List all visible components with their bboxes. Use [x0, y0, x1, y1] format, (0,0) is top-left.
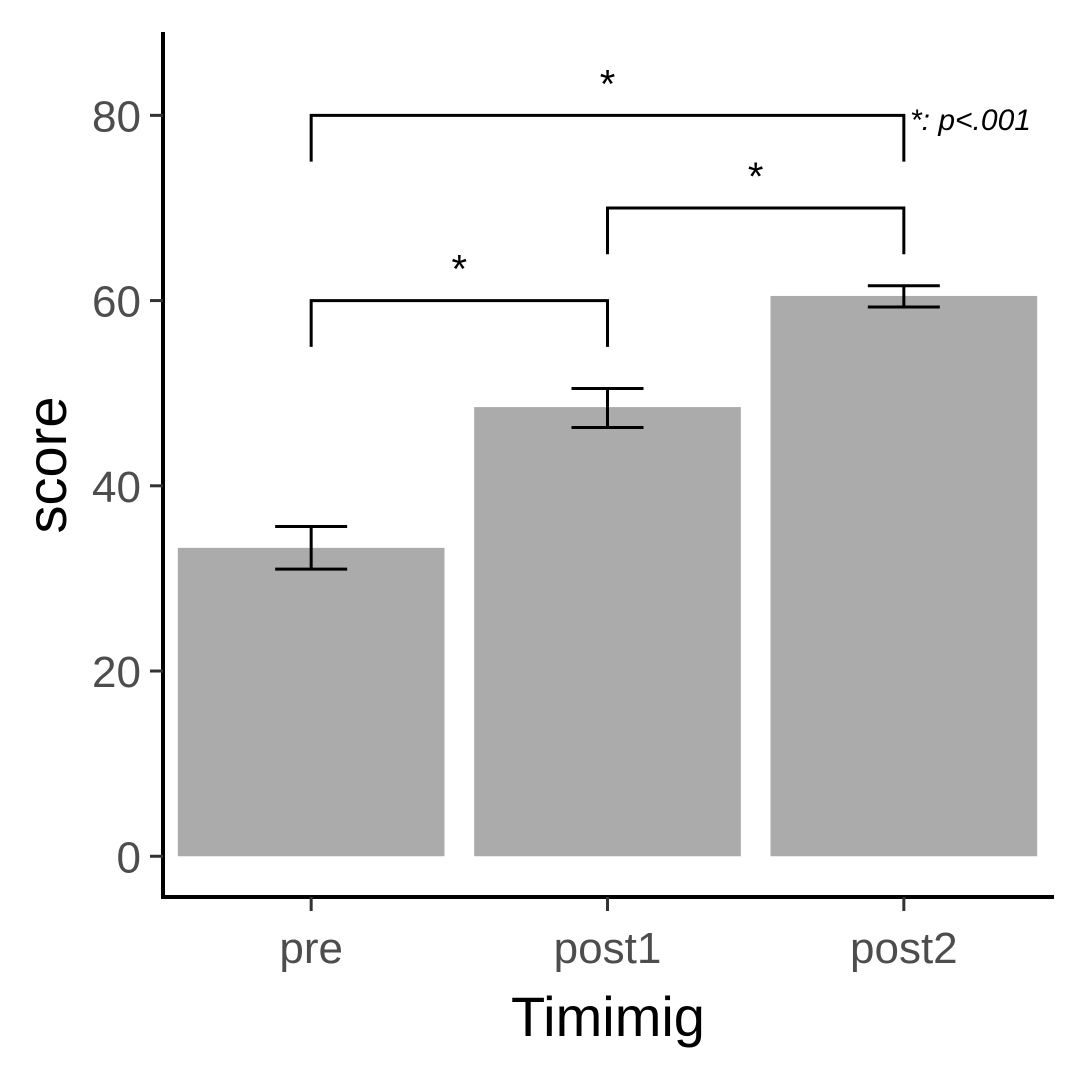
x-tick-label: pre — [279, 924, 343, 973]
x-tick-label: post1 — [554, 924, 662, 973]
bracket-pre-post2: * — [309, 62, 906, 162]
bar-post1 — [474, 407, 741, 857]
significance-star: * — [748, 155, 764, 199]
significance-brackets-layer: * * * — [309, 62, 906, 347]
bar-post2 — [770, 295, 1038, 857]
errorbar-post1 — [571, 387, 644, 429]
y-tick-label: 20 — [92, 648, 141, 697]
y-tick-label: 60 — [92, 278, 141, 327]
x-axis-title: Timimig — [511, 985, 705, 1048]
significance-star: * — [600, 62, 616, 106]
y-ticks-layer: 0 20 40 60 80 — [92, 92, 163, 882]
errorbar-post2 — [867, 284, 940, 309]
bracket-line — [309, 299, 609, 347]
x-ticks-layer: pre post1 post2 — [279, 897, 958, 973]
errorbars-layer — [275, 284, 940, 571]
x-tick-label: post2 — [850, 924, 958, 973]
bars-layer — [177, 295, 1038, 857]
errorbar-pre — [275, 525, 348, 571]
bracket-post1-post2: * — [606, 155, 906, 255]
significance-note: *: p<.001 — [910, 104, 1031, 137]
y-axis-title: score — [15, 397, 78, 534]
significance-star: * — [452, 248, 468, 292]
bracket-line — [309, 113, 906, 162]
y-tick-label: 40 — [92, 463, 141, 512]
y-tick-label: 0 — [117, 833, 141, 882]
bar-pre — [177, 547, 445, 857]
y-tick-label: 80 — [92, 92, 141, 141]
bracket-pre-post1: * — [309, 248, 609, 347]
bracket-line — [606, 206, 906, 255]
